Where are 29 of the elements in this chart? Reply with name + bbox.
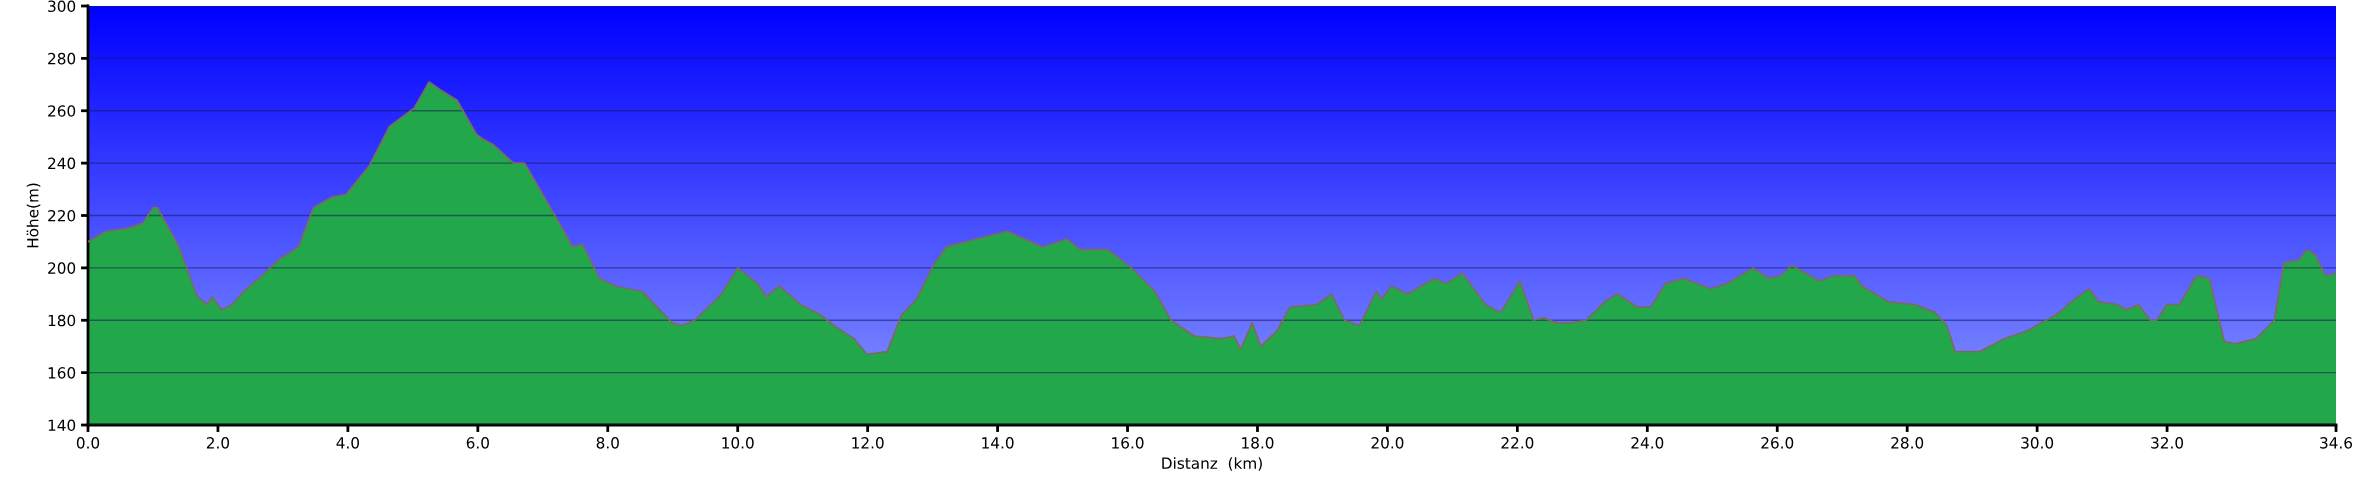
- y-tick-label: 200: [48, 262, 76, 274]
- x-tick-label: 18.0: [1242, 437, 1274, 449]
- x-tick-label: 22.0: [1501, 437, 1534, 449]
- x-tick-label: 12.0: [852, 437, 884, 449]
- y-tick-label: 300: [48, 0, 76, 13]
- y-axis-title: Höhe(m): [26, 183, 41, 248]
- x-tick-label: 0.0: [76, 437, 100, 449]
- x-tick-label: 32.0: [2151, 437, 2184, 449]
- x-tick-label: 30.0: [2021, 437, 2054, 449]
- y-tick-label: 140: [48, 419, 76, 432]
- x-tick-label: 8.0: [596, 437, 619, 449]
- y-tick-label: 280: [48, 52, 76, 65]
- y-tick-label: 220: [48, 209, 76, 222]
- y-tick-label: 240: [48, 157, 76, 170]
- y-tick-label: 180: [48, 314, 76, 327]
- y-tick-label: 160: [48, 367, 76, 379]
- x-tick-label: 28.0: [1891, 437, 1924, 449]
- x-axis-title: Distanz (km): [1162, 457, 1262, 471]
- x-tick-label: 24.0: [1631, 437, 1664, 449]
- x-tick-label: 34.6: [2320, 437, 2353, 449]
- x-tick-label: 26.0: [1761, 437, 1794, 449]
- x-tick-label: 20.0: [1371, 437, 1404, 449]
- x-tick-label: 4.0: [336, 437, 360, 449]
- x-tick-label: 14.0: [982, 437, 1014, 449]
- x-tick-label: 6.0: [466, 437, 489, 449]
- x-tick-label: 10.0: [722, 437, 754, 449]
- x-tick-label: 16.0: [1112, 437, 1144, 449]
- y-tick-label: 260: [48, 105, 76, 117]
- x-tick-label: 2.0: [206, 437, 230, 449]
